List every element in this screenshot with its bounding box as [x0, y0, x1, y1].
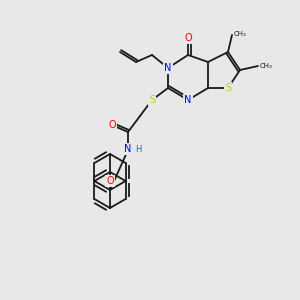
- Text: N: N: [164, 63, 172, 73]
- Text: S: S: [149, 95, 155, 105]
- Text: O: O: [184, 33, 192, 43]
- Text: O: O: [108, 120, 116, 130]
- Text: S: S: [225, 83, 231, 93]
- Text: N: N: [184, 95, 192, 105]
- Text: CH₃: CH₃: [260, 63, 273, 69]
- Text: N: N: [124, 144, 132, 154]
- Text: O: O: [106, 176, 114, 186]
- Text: CH₃: CH₃: [234, 31, 247, 37]
- Text: H: H: [135, 145, 141, 154]
